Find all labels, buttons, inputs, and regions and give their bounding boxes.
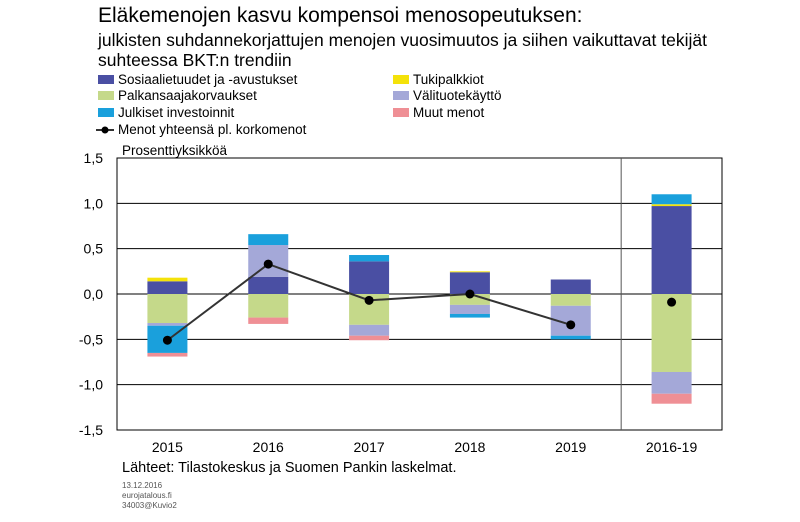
- y-axis-unit-label: Prosenttiyksikköä: [122, 143, 228, 158]
- total-expenditure-point: [465, 289, 475, 299]
- bar-segment: [550, 294, 591, 306]
- bar-segment: [147, 352, 188, 357]
- chart-title: Eläkemenojen kasvu kompensoi menosopeutu…: [98, 4, 583, 27]
- bar-segment: [651, 393, 692, 404]
- legend-line-marker-icon: [96, 126, 114, 134]
- footer-site: eurojatalous.fi: [122, 491, 172, 500]
- bar-segment: [651, 371, 692, 394]
- bar-segment: [147, 294, 188, 324]
- legend-swatch-muut-menot: [393, 108, 409, 117]
- bar-segment: [550, 335, 591, 340]
- bar-segment: [449, 294, 490, 305]
- legend-swatch-valituotekaytto: [393, 91, 409, 100]
- x-tick-label: 2019: [555, 439, 586, 455]
- bar-segment: [147, 277, 188, 282]
- legend-label-muut-menot: Muut menot: [413, 105, 485, 120]
- y-tick-label: 1,0: [84, 195, 104, 211]
- footer-date: 13.12.2016: [122, 481, 163, 490]
- bar-segment: [248, 276, 289, 294]
- plot-frame: [116, 157, 723, 431]
- legend-swatch-sosiaalietuudet: [98, 75, 114, 84]
- legend-swatch-julkiset-investoinnit: [98, 108, 114, 117]
- y-tick-label: -1,5: [79, 422, 103, 438]
- total-expenditure-point: [162, 335, 172, 345]
- x-tick-label: 2015: [152, 439, 183, 455]
- total-expenditure-point: [566, 320, 576, 330]
- x-tick-label: 2016-19: [646, 439, 698, 455]
- legend-swatch-palkansaajakorvaukset: [98, 91, 114, 100]
- bar-segment: [449, 272, 490, 294]
- legend-label-palkansaajakorvaukset: Palkansaajakorvaukset: [118, 88, 257, 103]
- bar-segment: [248, 234, 289, 246]
- total-expenditure-point: [263, 259, 273, 269]
- footer-code: 34003@Kuvio2: [122, 501, 177, 510]
- legend-label-sosiaalietuudet: Sosiaalietuudet ja -avustukset: [118, 72, 298, 87]
- y-tick-label: -1,0: [79, 377, 103, 393]
- total-expenditure-point: [667, 297, 677, 307]
- legend-label-julkiset-investoinnit: Julkiset investoinnit: [118, 105, 235, 120]
- bar-segment: [651, 206, 692, 294]
- bar-segment: [147, 323, 188, 326]
- y-tick-label: 0,0: [84, 286, 104, 302]
- bar-segment: [651, 294, 692, 372]
- legend-label-valituotekaytto: Välituotekäyttö: [413, 88, 502, 103]
- bar-segment: [349, 261, 390, 294]
- legend-label-tukipalkkiot: Tukipalkkiot: [413, 72, 484, 87]
- bar-segment: [147, 281, 188, 294]
- bar-segment: [248, 294, 289, 318]
- bar-segment: [349, 255, 390, 262]
- y-tick-label: -0,5: [79, 331, 103, 347]
- bar-segment: [349, 324, 390, 336]
- legend-label-menot-yhteensa: Menot yhteensä pl. korkomenot: [118, 122, 307, 137]
- bar-segment: [248, 317, 289, 324]
- bar-segment: [651, 194, 692, 205]
- bar-segment: [651, 204, 692, 207]
- bar-segment: [449, 271, 490, 273]
- total-expenditure-point: [364, 295, 374, 305]
- bar-segment: [449, 313, 490, 318]
- y-tick-label: 0,5: [84, 241, 104, 257]
- bar-segment: [349, 335, 390, 341]
- x-tick-label: 2016: [253, 439, 284, 455]
- bar-segment: [449, 304, 490, 314]
- chart-subtitle: julkisten suhdannekorjattujen menojen vu…: [98, 30, 707, 70]
- legend: Sosiaalietuudet ja -avustukset Palkansaa…: [96, 72, 558, 138]
- bar-segment: [550, 279, 591, 294]
- x-tick-label: 2018: [454, 439, 485, 455]
- legend-swatch-tukipalkkiot: [393, 75, 409, 84]
- y-tick-label: 1,5: [84, 150, 104, 166]
- source-note: Lähteet: Tilastokeskus ja Suomen Pankin …: [122, 460, 457, 476]
- x-tick-label: 2017: [354, 439, 385, 455]
